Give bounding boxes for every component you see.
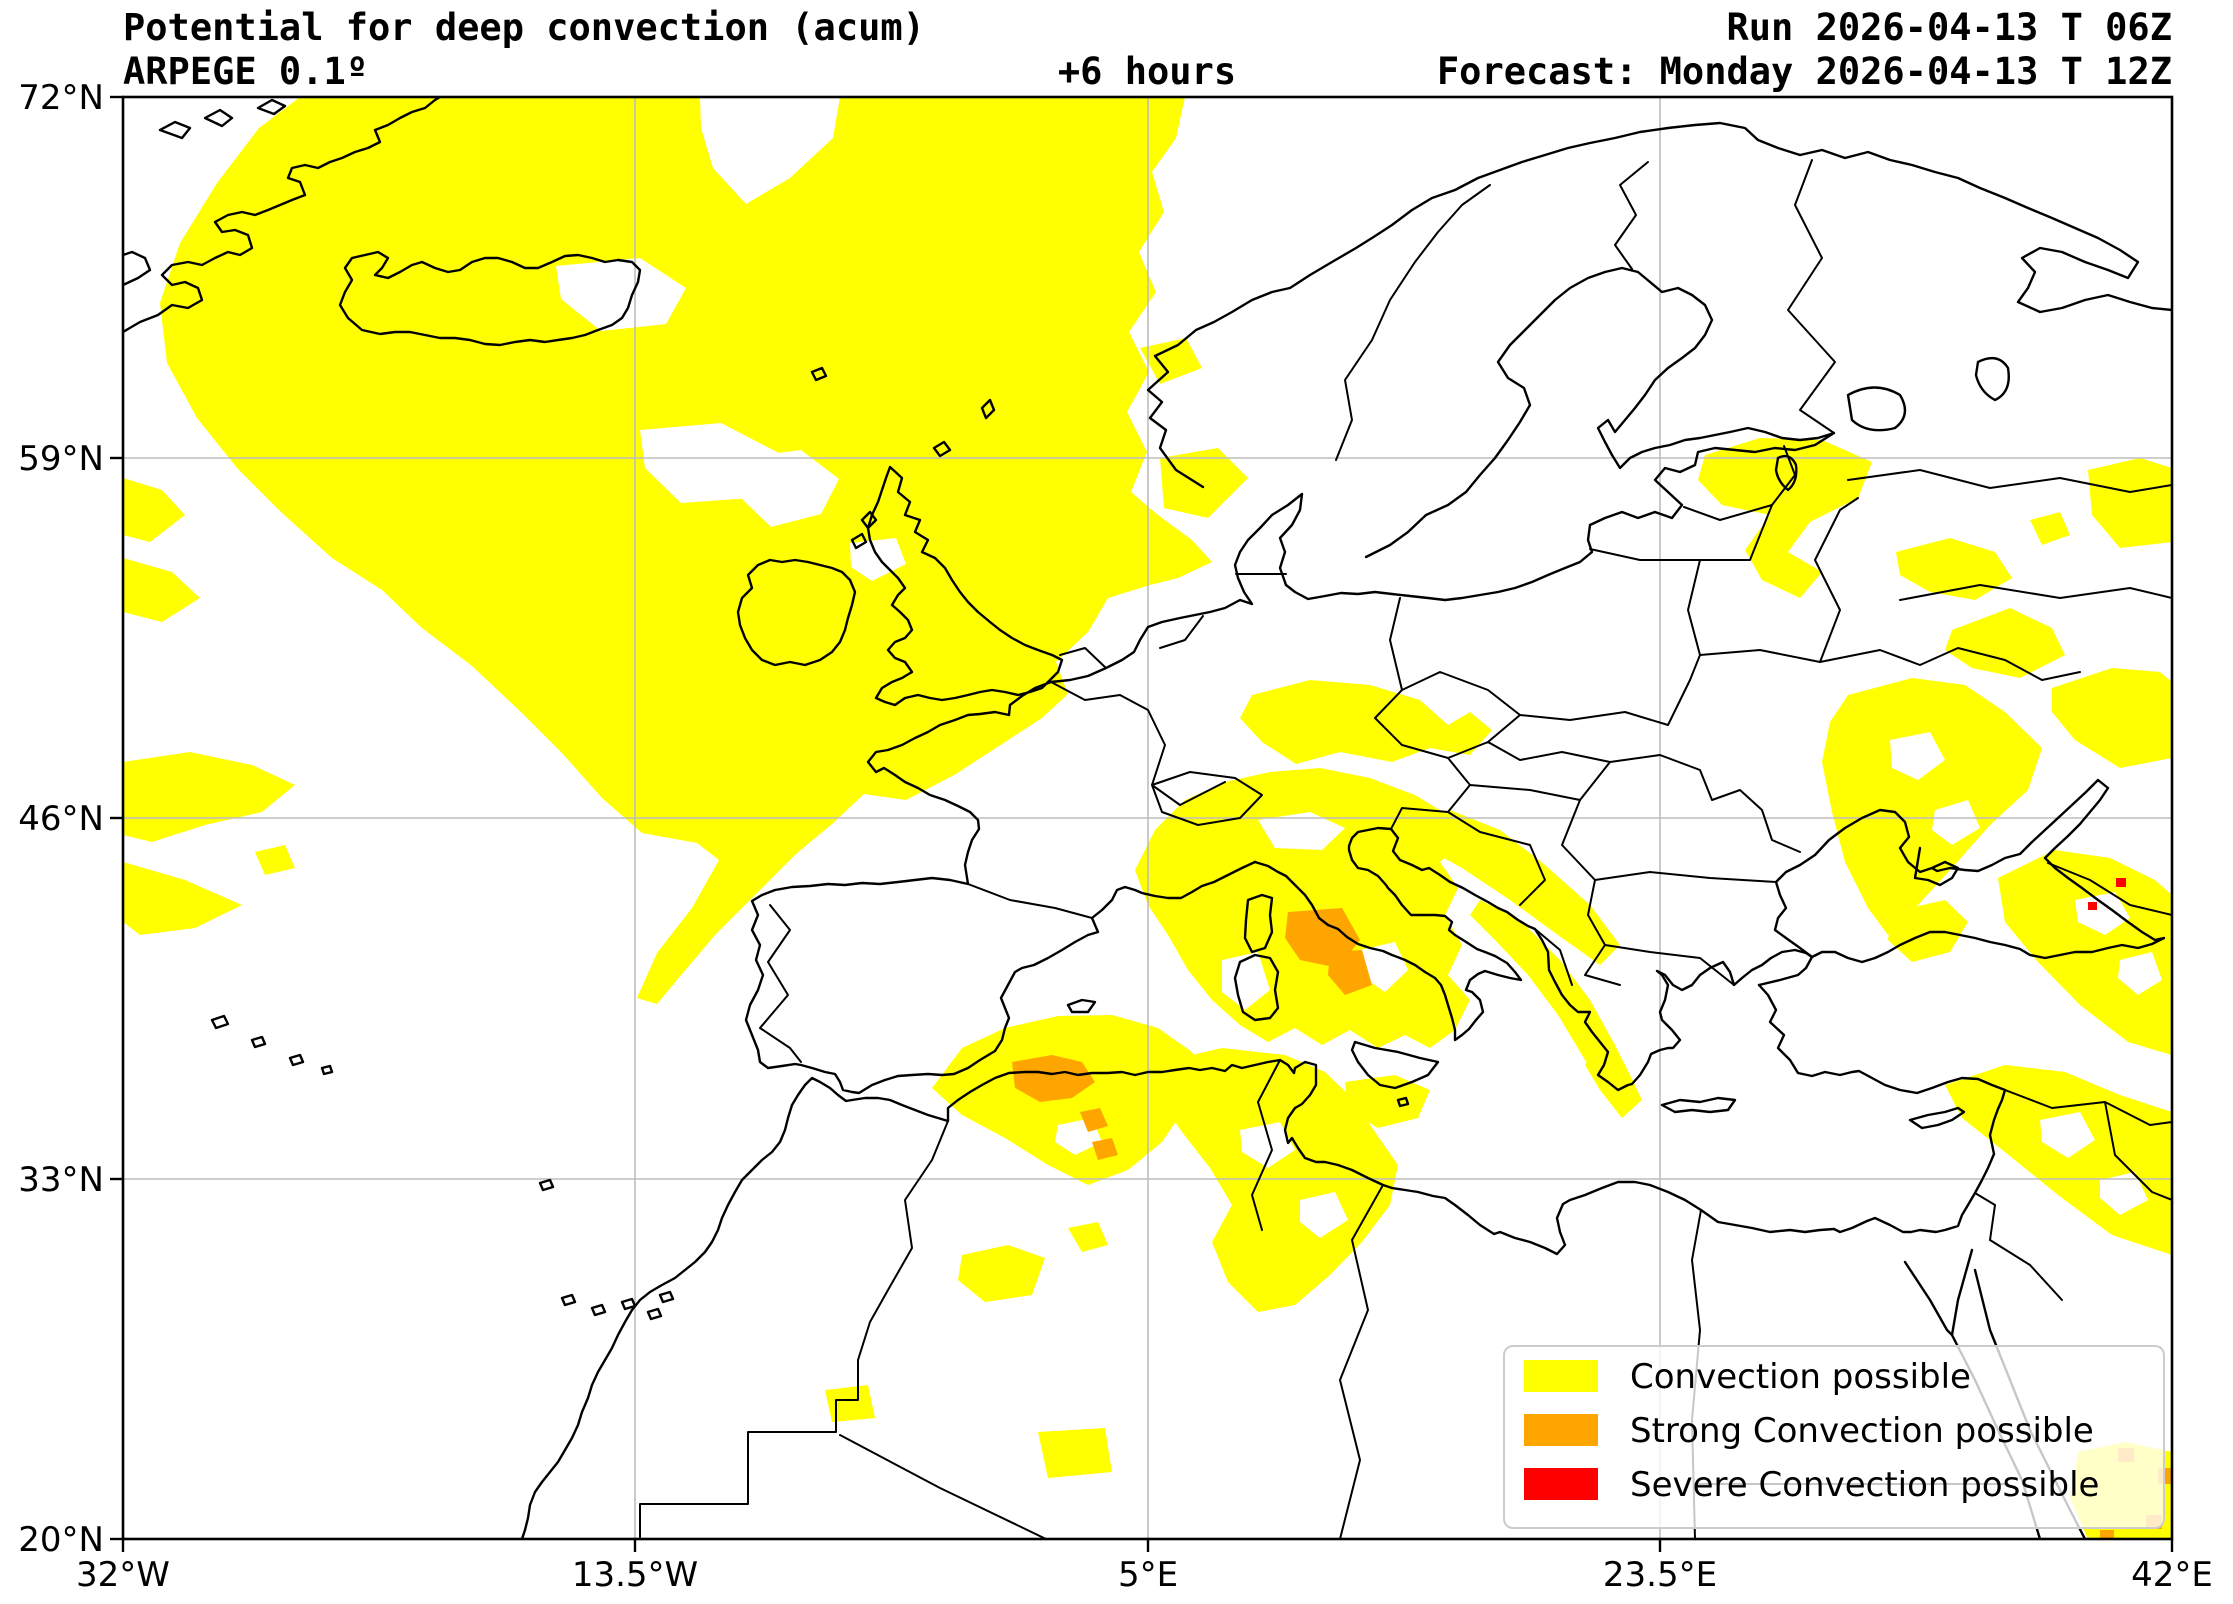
mediterranean-islands	[1066, 893, 1966, 1130]
y-axis-labels: 72°N 59°N 46°N 33°N 20°N	[18, 78, 104, 1560]
west-atlantic-patches	[123, 478, 295, 935]
graticule	[123, 97, 2172, 1539]
scandinavia-borders	[1335, 159, 1836, 461]
header: Potential for deep convection (acum) ARP…	[123, 6, 2172, 93]
forecast-label: Forecast: Monday 2026-04-13 T 12Z	[1437, 50, 2172, 93]
legend-label-strong: Strong Convection possible	[1630, 1411, 2094, 1451]
small-north-islands	[810, 366, 996, 550]
atlantic-islands	[210, 1014, 1410, 1321]
x-tick-label: 42°E	[2131, 1555, 2213, 1595]
italy-greece-coastline	[1253, 826, 1814, 1092]
x-axis-labels: 32°W 13.5°W 5°E 23.5°E 42°E	[76, 1555, 2213, 1595]
west-europe-coastline	[744, 492, 1304, 1095]
axis-ticks	[110, 95, 2174, 1552]
balkans-bands	[1400, 810, 1642, 1118]
belarus-russia-patches	[1896, 458, 2172, 678]
greenland-coastline	[123, 97, 442, 334]
azov-patch	[2052, 668, 2172, 768]
model-label: ARPEGE 0.1º	[123, 50, 368, 93]
corsica-orange-area	[1285, 908, 1372, 995]
country-borders	[639, 159, 2172, 1539]
coastlines	[123, 97, 2172, 1539]
x-tick-label: 5°E	[1118, 1555, 1178, 1595]
algeria-tunisia-area	[1158, 1048, 1398, 1312]
severe-convection-areas	[2088, 878, 2126, 910]
legend-swatch-severe	[1524, 1468, 1598, 1500]
ireland-coastline	[736, 558, 857, 667]
black-sea-coastline	[1773, 778, 2166, 964]
south-spain-area	[932, 1015, 1205, 1185]
scandinavia-coastline	[1146, 121, 2172, 489]
convection-possible-areas	[123, 97, 2172, 1539]
spain-orange-area	[1012, 1055, 1118, 1160]
legend-box	[1503, 1345, 2165, 1529]
y-tick-label: 20°N	[18, 1520, 104, 1560]
legend-swatch-convection	[1524, 1360, 1598, 1392]
sicily-channel-patch	[1345, 1075, 1430, 1128]
anatolia-africa-coastline	[520, 983, 2007, 1539]
iceland-coastline	[338, 250, 642, 347]
sahara-specks	[825, 1385, 1112, 1478]
germany-czech-band	[1240, 680, 1492, 764]
x-tick-label: 23.5°E	[1603, 1555, 1717, 1595]
x-tick-label: 13.5°W	[572, 1555, 698, 1595]
caucasus-mideast-borders	[1974, 862, 2172, 1301]
morocco-algeria-patches	[958, 1222, 1108, 1302]
legend: Convection possible Strong Convection po…	[1503, 1345, 2165, 1529]
baltic-states-patch	[1698, 438, 1872, 598]
page-title: Potential for deep convection (acum)	[123, 6, 925, 49]
caucasus-red-specks	[2088, 878, 2126, 910]
legend-label-convection: Convection possible	[1630, 1357, 1971, 1397]
y-tick-label: 59°N	[18, 439, 104, 479]
atlantic-convection-area	[160, 97, 1212, 1004]
crimea-patch	[1888, 900, 1968, 962]
west-europe-borders	[759, 573, 1449, 1063]
legend-label-severe: Severe Convection possible	[1630, 1465, 2099, 1505]
y-tick-label: 46°N	[18, 799, 104, 839]
britain-coastline	[866, 465, 1064, 707]
y-tick-label: 72°N	[18, 78, 104, 118]
y-tick-label: 33°N	[18, 1160, 104, 1200]
run-label: Run 2026-04-13 T 06Z	[1726, 6, 2172, 49]
x-tick-label: 32°W	[76, 1555, 170, 1595]
east-europe-borders	[1374, 445, 2172, 986]
legend-swatch-strong	[1524, 1414, 1598, 1446]
africa-borders	[639, 1059, 2009, 1539]
ukraine-band	[1822, 678, 2042, 935]
norway-coast-patches	[1140, 338, 1248, 518]
baltic-coastline	[1284, 266, 1836, 602]
lead-time-label: +6 hours	[1058, 50, 1236, 93]
